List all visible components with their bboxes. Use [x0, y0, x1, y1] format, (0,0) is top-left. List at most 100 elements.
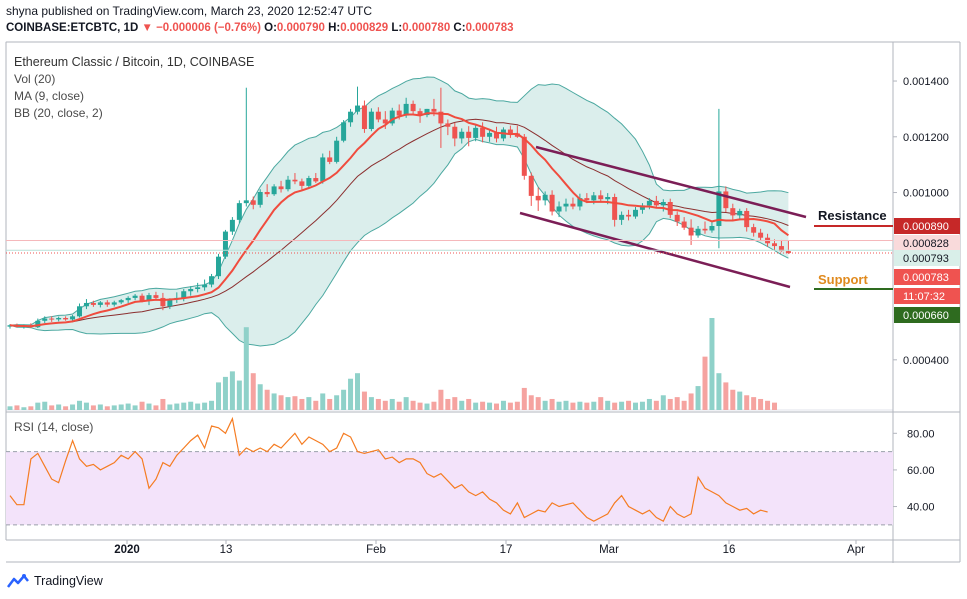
volume-bar [375, 398, 381, 410]
publisher-line: shyna published on TradingView.com, Marc… [6, 4, 372, 18]
volume-bar [480, 401, 486, 410]
candle-body [480, 127, 486, 137]
candle-body [549, 194, 555, 212]
y-tick-label: 0.001000 [903, 188, 949, 200]
support-label: Support [818, 272, 868, 287]
legend-bb[interactable]: BB (20, close, 2) [14, 106, 103, 120]
volume-bar [487, 402, 493, 410]
x-tick-label: Feb [366, 544, 386, 556]
candle-body [139, 295, 145, 301]
volume-bar [389, 398, 395, 410]
volume-bar [403, 397, 409, 410]
candle-body [681, 221, 687, 228]
volume-bar [306, 397, 312, 410]
volume-bar [542, 400, 548, 410]
candle-body [633, 209, 638, 217]
candle-body [313, 178, 319, 182]
candle-body [382, 119, 388, 124]
price-label-text: 0.000660 [903, 310, 949, 322]
close-value: 0.000783 [465, 22, 514, 34]
volume-bar [695, 386, 701, 410]
candle-body [341, 122, 347, 141]
candle-body [556, 206, 562, 212]
rsi-tick-label: 60.00 [907, 465, 935, 477]
legend-volume[interactable]: Vol (20) [14, 72, 56, 86]
candle-body [375, 111, 381, 120]
candle-body [195, 287, 201, 290]
bollinger-upper-line [9, 76, 789, 326]
tradingview-logo[interactable]: TradingView [6, 571, 103, 591]
volume-bar [626, 400, 632, 410]
volume-bar [111, 405, 117, 410]
volume-bar [577, 401, 583, 410]
candle-body [361, 105, 367, 129]
legend-rsi[interactable]: RSI (14, close) [14, 420, 94, 434]
candle-body [257, 191, 263, 205]
volume-bar [70, 404, 76, 410]
candle-body [417, 111, 423, 116]
candle-body [528, 175, 534, 196]
candle-body [42, 318, 48, 321]
volume-bar [97, 404, 103, 410]
candle-body [118, 300, 124, 303]
volume-bar [160, 398, 166, 410]
volume-bar [229, 371, 235, 410]
rsi-tick-label: 80.00 [907, 428, 935, 440]
x-tick-label: Mar [599, 544, 619, 556]
bollinger-fill [10, 77, 789, 346]
volume-bar [153, 405, 159, 410]
candle-body [716, 191, 722, 226]
price-label-box [894, 218, 960, 234]
low-label: L: [391, 22, 403, 34]
bollinger-lower-line [9, 138, 789, 347]
price-label-text: 0.000890 [903, 221, 949, 233]
candle-body [598, 195, 604, 200]
tradingview-cloud-icon [7, 574, 29, 588]
high-value: 0.000829 [340, 22, 389, 34]
candle-body [424, 108, 430, 116]
high-label: H: [328, 22, 341, 34]
candle-body [452, 126, 458, 139]
volume-bar [90, 405, 96, 410]
volume-bar [257, 384, 263, 410]
volume-bar [431, 401, 437, 410]
candle-body [563, 203, 569, 207]
volume-bar [355, 373, 360, 410]
change-value: −0.000006 (−0.76%) [156, 22, 261, 34]
candle-body [730, 208, 736, 216]
candle-body [111, 302, 117, 305]
candle-body [250, 200, 256, 205]
volume-bar [452, 397, 458, 410]
candle-body [320, 157, 326, 182]
x-tick-label: 2020 [114, 544, 140, 556]
volume-bar [250, 373, 256, 410]
candle-body [646, 200, 652, 206]
price-label-box [894, 235, 960, 251]
candle-body [83, 302, 89, 307]
volume-bar [382, 400, 388, 410]
publisher-text: shyna published on TradingView.com, Marc… [6, 4, 372, 18]
volume-bar [633, 402, 638, 410]
candle-body [542, 194, 548, 201]
volume-bar [167, 404, 173, 410]
volume-bar [35, 402, 41, 410]
rsi-band-fill [6, 451, 893, 525]
volume-bar [236, 380, 242, 410]
candle-body [772, 243, 777, 247]
candle-body [723, 191, 729, 209]
volume-bar [63, 406, 69, 410]
close-label: C: [453, 22, 466, 34]
legend-ma[interactable]: MA (9, close) [14, 89, 85, 103]
candle-body [243, 200, 249, 204]
candle-body [160, 297, 166, 307]
volume-bar [83, 402, 89, 410]
candle-body [709, 226, 715, 231]
candle-body [514, 133, 520, 137]
candle-body [188, 289, 194, 292]
volume-bar [49, 405, 55, 410]
candle-body [410, 103, 416, 112]
volume-bar [751, 397, 757, 410]
volume-bar [563, 400, 569, 410]
volume-bar [28, 406, 34, 410]
